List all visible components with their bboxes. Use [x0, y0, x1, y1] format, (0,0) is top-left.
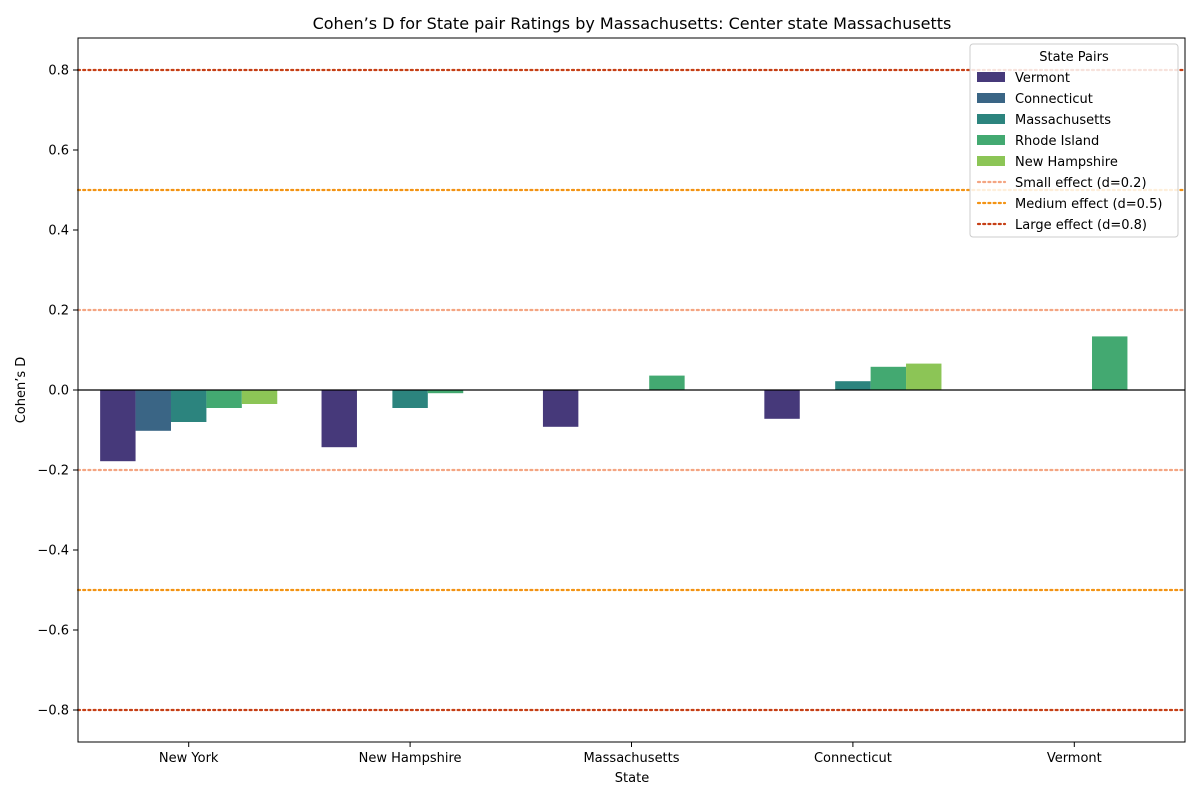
legend-label-small-effect-d-0-2: Small effect (d=0.2) [1015, 176, 1147, 191]
bar-new-hampshire-new-york [241, 390, 278, 404]
bar-vermont-massachusetts [542, 390, 579, 427]
x-tick-label-massachusetts: Massachusetts [583, 751, 679, 766]
legend-title: State Pairs [1039, 50, 1109, 65]
y-tick-label: 0.4 [48, 224, 69, 239]
x-tick-label-new-hampshire: New Hampshire [359, 751, 462, 766]
legend-label-vermont: Vermont [1015, 71, 1070, 86]
bar-massachusetts-new-york [170, 390, 207, 422]
legend-label-new-hampshire: New Hampshire [1015, 155, 1118, 170]
legend-label-connecticut: Connecticut [1015, 92, 1093, 107]
legend-swatch-massachusetts [977, 114, 1005, 124]
y-tick-label: 0.2 [48, 304, 69, 319]
legend-label-rhode-island: Rhode Island [1015, 134, 1099, 149]
y-tick-label: −0.8 [37, 704, 69, 719]
bar-rhode-island-new-york [206, 390, 242, 408]
bar-rhode-island-connecticut [870, 366, 907, 390]
legend-swatch-vermont [977, 72, 1005, 82]
y-tick-label: 0.6 [48, 144, 69, 159]
bar-massachusetts-connecticut [835, 381, 871, 390]
x-tick-label-connecticut: Connecticut [814, 751, 892, 766]
x-axis: New York New Hampshire Massachusetts Connec… [159, 742, 1102, 766]
legend-box [969, 43, 1179, 238]
chart-title: Cohen’s D for State pair Ratings by Mass… [313, 14, 952, 33]
bars [100, 336, 1128, 462]
legend-label-large-effect-d-0-8: Large effect (d=0.8) [1015, 218, 1147, 233]
bar-rhode-island-massachusetts [649, 375, 685, 390]
bar-massachusetts-new-hampshire [392, 390, 428, 408]
y-tick-label: 0.0 [48, 384, 69, 399]
bar-rhode-island-new-hampshire [427, 390, 464, 394]
bar-new-hampshire-connecticut [906, 363, 942, 390]
x-axis-label: State [615, 771, 649, 786]
legend: State Pairs Vermont Connecticut Massachuse… [969, 43, 1179, 238]
y-tick-label: −0.6 [37, 624, 69, 639]
y-tick-label: −0.2 [37, 464, 69, 479]
bar-vermont-new-hampshire [321, 390, 357, 448]
legend-label-massachusetts: Massachusetts [1015, 113, 1111, 128]
y-tick-label: −0.4 [37, 544, 69, 559]
legend-label-medium-effect-d-0-5: Medium effect (d=0.5) [1015, 197, 1162, 212]
y-axis: −0.8 −0.6 −0.4 −0.2 0.0 0.2 0.4 0.6 0.8 [37, 64, 78, 719]
reference-lines [76, 68, 1187, 712]
bar-connecticut-new-york [135, 390, 171, 431]
bar-vermont-new-york [100, 390, 136, 462]
y-tick-label: 0.8 [48, 64, 69, 79]
bar-rhode-island-vermont [1092, 336, 1128, 390]
legend-swatch-rhode-island [977, 135, 1005, 145]
legend-swatch-new-hampshire [977, 156, 1005, 166]
x-tick-label-new-york: New York [159, 751, 219, 766]
y-axis-label: Cohen’s D [14, 357, 29, 424]
x-tick-label-vermont: Vermont [1047, 751, 1102, 766]
legend-swatch-connecticut [977, 93, 1005, 103]
bar-vermont-connecticut [764, 390, 800, 419]
